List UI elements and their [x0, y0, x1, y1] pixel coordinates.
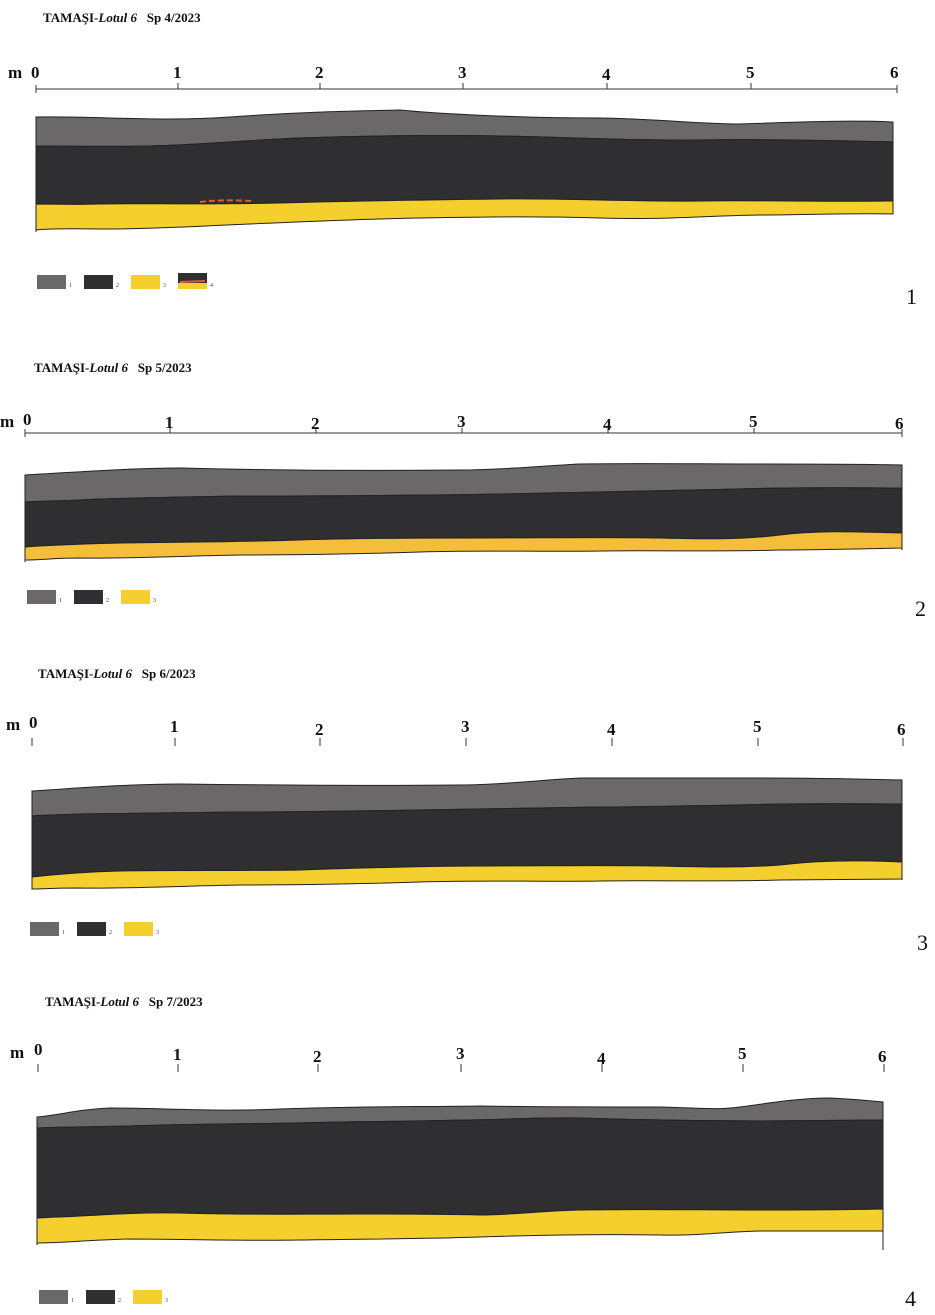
- swatch-topsoil: [37, 275, 66, 289]
- layer-2-dark-fill: [35, 135, 894, 205]
- title-lot: Lotul 6: [100, 994, 140, 1009]
- title-site: TAMAŞI-: [34, 360, 90, 375]
- tick-label-4: 4: [607, 720, 616, 739]
- legend-item: 4: [178, 273, 213, 289]
- profile-drawing-1: m 0 1 2 3 4 5 6: [8, 63, 899, 232]
- swatch-yellow-clay: [121, 590, 150, 604]
- title-lot: Lotul 6: [89, 360, 129, 375]
- layer-3-yellow-clay: [36, 1208, 884, 1244]
- swatch-yellow-clay: [124, 922, 153, 936]
- tick-label-6: 6: [878, 1047, 887, 1066]
- profile-drawing-2: m 0 1 2 3 4 5 6: [0, 410, 904, 562]
- tick-label-5: 5: [738, 1044, 747, 1063]
- profile-drawing-4: m 0 1 2 3 4 5 6: [10, 1040, 887, 1250]
- swatch-dark-fill: [77, 922, 106, 936]
- title-section: Sp 4/2023: [146, 10, 201, 25]
- layer-2-dark-fill: [36, 1117, 884, 1219]
- swatch-yellow-clay: [133, 1290, 162, 1304]
- legend-item: 1: [39, 1290, 74, 1304]
- legend-2: 1 2 3: [27, 590, 168, 604]
- scale-bar: m 0 1 2 3 4 5 6: [6, 713, 906, 746]
- tick-label-2: 2: [315, 63, 324, 82]
- tick-label-6: 6: [890, 63, 899, 82]
- tick-label-1: 1: [173, 63, 182, 82]
- tick-label-0: 0: [23, 410, 32, 429]
- legend-4: 1 2 3: [39, 1290, 180, 1304]
- legend-item: 3: [124, 922, 159, 936]
- swatch-topsoil: [39, 1290, 68, 1304]
- profile-title-1: TAMAŞI-Lotul 6 Sp 4/2023: [43, 10, 201, 26]
- swatch-dark-fill: [74, 590, 103, 604]
- profile-drawing-3: m 0 1 2 3 4 5 6: [6, 713, 906, 890]
- scale-unit: m: [10, 1043, 24, 1062]
- swatch-topsoil: [30, 922, 59, 936]
- profile-title-4: TAMAŞI-Lotul 6 Sp 7/2023: [45, 994, 203, 1010]
- tick-label-6: 6: [897, 720, 906, 739]
- tick-label-0: 0: [29, 713, 38, 732]
- tick-label-0: 0: [34, 1040, 43, 1059]
- tick-label-5: 5: [749, 412, 758, 431]
- swatch-yellow-clay: [131, 275, 160, 289]
- title-site: TAMAŞI-: [45, 994, 101, 1009]
- tick-label-2: 2: [315, 720, 324, 739]
- tick-label-0: 0: [31, 63, 40, 82]
- legend-item: 2: [84, 275, 119, 289]
- figure-number-1: 1: [906, 284, 917, 309]
- figure-number-3: 3: [917, 930, 928, 955]
- profile-title-2: TAMAŞI-Lotul 6 Sp 5/2023: [34, 360, 192, 376]
- tick-label-4: 4: [602, 65, 611, 84]
- legend-3: 1 2 3: [30, 922, 171, 936]
- tick-label-3: 3: [457, 412, 466, 431]
- tick-label-1: 1: [173, 1045, 182, 1064]
- legend-item: 3: [133, 1290, 168, 1304]
- tick-label-1: 1: [170, 717, 179, 736]
- tick-label-2: 2: [313, 1047, 322, 1066]
- legend-item: 2: [74, 590, 109, 604]
- title-section: Sp 6/2023: [141, 666, 196, 681]
- figure-number-2: 2: [915, 596, 926, 621]
- scale-bar: m 0 1 2 3 4 5 6: [8, 63, 899, 93]
- legend-item: 1: [27, 590, 62, 604]
- tick-label-2: 2: [311, 414, 320, 433]
- swatch-topsoil: [27, 590, 56, 604]
- title-lot: Lotul 6: [93, 666, 133, 681]
- legend-item: 3: [131, 275, 166, 289]
- scale-bar: m 0 1 2 3 4 5 6: [0, 410, 904, 437]
- tick-label-5: 5: [746, 63, 755, 82]
- legend-item: 3: [121, 590, 156, 604]
- tick-label-6: 6: [895, 414, 904, 433]
- legend-1: 1 2 3 4: [37, 273, 225, 289]
- legend-item: 2: [86, 1290, 121, 1304]
- title-site: TAMAŞI-: [43, 10, 99, 25]
- layer-3-yellow-clay: [35, 198, 894, 231]
- tick-label-4: 4: [603, 415, 612, 434]
- scale-unit: m: [6, 715, 20, 734]
- burnt-lens: [199, 199, 253, 203]
- scale-unit: m: [0, 412, 14, 431]
- tick-label-3: 3: [456, 1044, 465, 1063]
- swatch-dark-fill: [86, 1290, 115, 1304]
- figure-number-4: 4: [905, 1286, 916, 1311]
- tick-label-5: 5: [753, 717, 762, 736]
- title-lot: Lotul 6: [98, 10, 138, 25]
- tick-label-4: 4: [597, 1049, 606, 1068]
- legend-item: 1: [37, 275, 72, 289]
- scale-bar: m 0 1 2 3 4 5 6: [10, 1040, 887, 1072]
- swatch-burnt-lens: [178, 273, 207, 289]
- tick-label-3: 3: [458, 63, 467, 82]
- title-section: Sp 7/2023: [148, 994, 203, 1009]
- profile-title-3: TAMAŞI-Lotul 6 Sp 6/2023: [38, 666, 196, 682]
- scale-unit: m: [8, 63, 22, 82]
- legend-item: 1: [30, 922, 65, 936]
- tick-label-1: 1: [165, 413, 174, 432]
- tick-label-3: 3: [461, 717, 470, 736]
- swatch-dark-fill: [84, 275, 113, 289]
- title-site: TAMAŞI-: [38, 666, 94, 681]
- title-section: Sp 5/2023: [137, 360, 192, 375]
- legend-item: 2: [77, 922, 112, 936]
